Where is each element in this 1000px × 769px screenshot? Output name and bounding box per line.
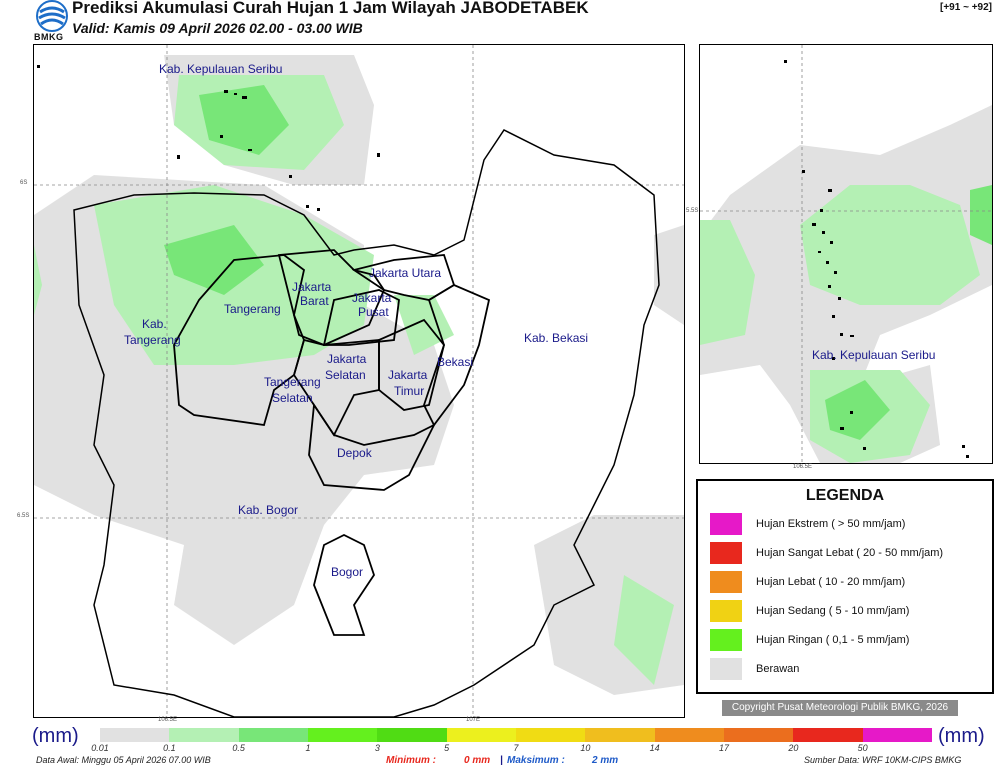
label-depok: Depok (337, 446, 373, 460)
legend-swatch (710, 542, 742, 564)
lat-tick-6s: 6S (20, 180, 28, 186)
color-scale-bar (100, 728, 932, 742)
legend-item-lebat: Hujan Lebat ( 10 - 20 mm/jam) (710, 571, 905, 593)
scale-tick-label: 0.5 (232, 743, 245, 753)
legend-label: Hujan Ringan ( 0,1 - 5 mm/jam) (756, 634, 910, 646)
data-awal: Data Awal: Minggu 05 April 2026 07.00 WI… (36, 755, 211, 765)
lon-tick-106-5e: 106.5E (158, 717, 178, 723)
label-tangerang: Tangerang (224, 302, 281, 316)
scale-tick-label: 50 (857, 743, 868, 753)
label-jakarta-utara: Jakarta Utara (369, 266, 441, 280)
scale-tick-label: 17 (718, 743, 730, 753)
label-tangerang-selatan-2: Selatan (272, 391, 313, 405)
legend: LEGENDA Hujan Ekstrem ( > 50 mm/jam) Huj… (696, 479, 994, 694)
inset-map: Kab. Kepulauan Seribu (699, 44, 993, 464)
scale-segment (793, 728, 863, 742)
scale-segment (654, 728, 724, 742)
label-bogor: Bogor (331, 565, 363, 579)
inset-lon-tick: 106.5E (793, 464, 813, 470)
scale-segment (238, 728, 308, 742)
label-kepulauan-seribu: Kab. Kepulauan Seribu (159, 62, 282, 76)
scale-tick-label: 0.1 (163, 743, 176, 753)
label-jakarta-barat-1: Jakarta (292, 280, 332, 294)
label-bekasi: Bekasi (437, 355, 473, 369)
inset-label-kepulauan-seribu: Kab. Kepulauan Seribu (812, 348, 935, 362)
copyright: Copyright Pusat Meteorologi Publik BMKG,… (722, 700, 958, 716)
lat-tick-6-5s: 6.5S (17, 513, 30, 519)
label-kab-bekasi: Kab. Bekasi (524, 331, 588, 345)
light-rain-areas (34, 75, 674, 685)
inset-light-rain-areas (700, 185, 992, 463)
scale-segment (100, 728, 170, 742)
scale-tick-label: 10 (580, 743, 591, 753)
legend-item-berawan: Berawan (710, 658, 799, 680)
scale-segment (515, 728, 586, 742)
islands (37, 65, 380, 211)
scale-tick-label: 0.01 (91, 743, 109, 753)
inset-lat-tick: 5.5S (686, 208, 699, 214)
scale-tick-label: 20 (788, 743, 799, 753)
logo-text: BMKG (34, 32, 64, 42)
scale-tick-label: 5 (444, 743, 450, 753)
scale-tick-label: 14 (649, 743, 660, 753)
label-jakarta-selatan-2: Selatan (325, 368, 366, 382)
main-map: Kab. Kepulauan Seribu Jakarta Utara Jaka… (33, 44, 685, 718)
legend-label: Hujan Ekstrem ( > 50 mm/jam) (756, 518, 906, 530)
legend-swatch (710, 658, 742, 680)
legend-swatch (710, 600, 742, 622)
data-source: Sumber Data: WRF 10KM-CIPS BMKG (804, 755, 962, 765)
forecast-code: [+91 ~ +92] (940, 2, 992, 13)
bmkg-logo (34, 0, 70, 44)
scale-tick-label: 3 (374, 743, 380, 753)
land-outline (73, 129, 660, 717)
maximum-label: Maksimum : (507, 755, 565, 766)
minimum-value: 0 mm (464, 755, 491, 766)
minmax-separator: | (500, 755, 503, 766)
legend-label: Hujan Sedang ( 5 - 10 mm/jam) (756, 605, 910, 617)
legend-swatch (710, 571, 742, 593)
lon-tick-107e: 107E (466, 717, 481, 723)
city-boundaries (173, 249, 491, 636)
maximum-value: 2 mm (592, 755, 619, 766)
minimum-label: Minimum : (386, 755, 436, 766)
label-jakarta-timur-2: Timur (394, 384, 424, 398)
legend-label: Hujan Lebat ( 10 - 20 mm/jam) (756, 576, 906, 588)
legend-item-sangat-lebat: Hujan Sangat Lebat ( 20 - 50 mm/jam) (710, 542, 943, 564)
label-jakarta-pusat-1: Jakarta (352, 291, 392, 305)
scale-segment (307, 728, 378, 742)
valid-time: Valid: Kamis 09 April 2026 02.00 - 03.00… (72, 20, 363, 36)
scale-segment (723, 728, 794, 742)
gridlines (34, 45, 684, 717)
label-jakarta-barat-2: Barat (300, 294, 329, 308)
label-kab-tangerang-1: Kab. (142, 317, 167, 331)
unit-left: (mm) (32, 725, 79, 747)
scale-tick-label: 7 (513, 743, 519, 753)
legend-item-ringan: Hujan Ringan ( 0,1 - 5 mm/jam) (710, 629, 909, 651)
label-kab-bogor: Kab. Bogor (238, 503, 298, 517)
label-tangerang-selatan-1: Tangerang (264, 375, 321, 389)
label-jakarta-selatan-1: Jakarta (327, 352, 367, 366)
scale-segment (862, 728, 932, 742)
unit-right: (mm) (938, 725, 985, 747)
scale-segment (169, 728, 239, 742)
legend-item-ekstrem: Hujan Ekstrem ( > 50 mm/jam) (710, 513, 905, 535)
legend-label: Hujan Sangat Lebat ( 20 - 50 mm/jam) (756, 547, 944, 559)
label-jakarta-timur-1: Jakarta (388, 368, 428, 382)
scale-segment (446, 728, 516, 742)
scale-tick-label: 1 (305, 743, 311, 753)
scale-segment (585, 728, 655, 742)
legend-swatch (710, 629, 742, 651)
region-labels: Kab. Kepulauan Seribu Jakarta Utara Jaka… (124, 62, 588, 579)
legend-label: Berawan (756, 663, 800, 675)
scale-segment (377, 728, 447, 742)
label-kab-tangerang-2: Tangerang (124, 333, 181, 347)
legend-swatch (710, 513, 742, 535)
label-jakarta-pusat-2: Pusat (358, 305, 389, 319)
legend-item-sedang: Hujan Sedang ( 5 - 10 mm/jam) (710, 600, 909, 622)
inset-islands (784, 60, 969, 458)
page-title: Prediksi Akumulasi Curah Hujan 1 Jam Wil… (72, 0, 589, 17)
legend-title: LEGENDA (805, 487, 885, 504)
